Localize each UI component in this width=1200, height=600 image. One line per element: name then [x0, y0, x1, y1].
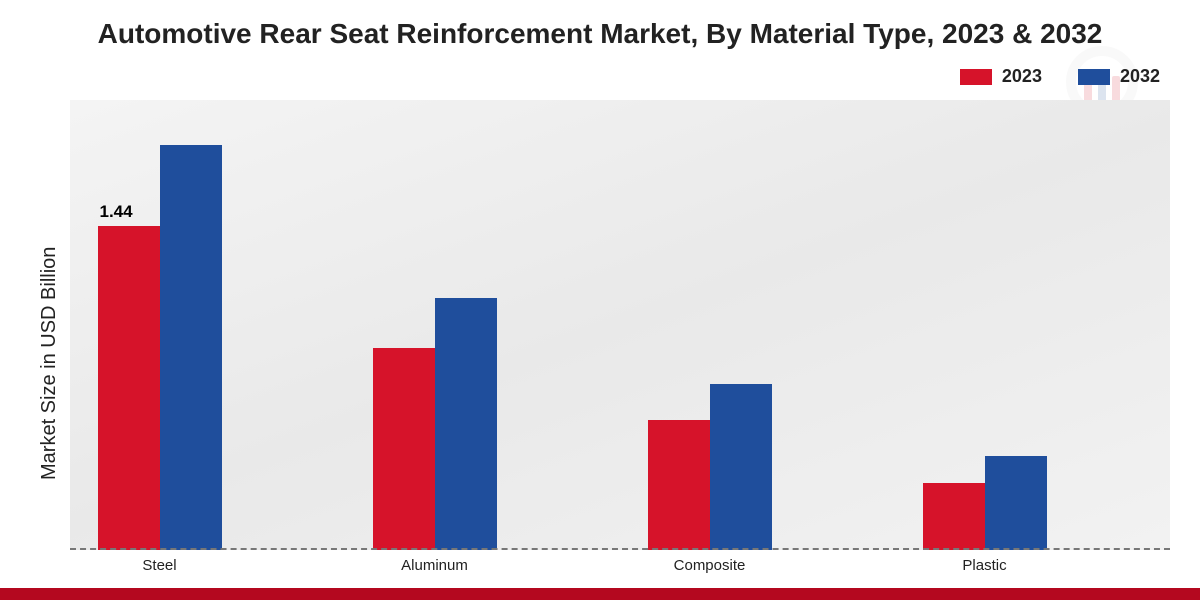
legend-swatch: [1078, 69, 1110, 85]
bar-group: Plastic: [895, 100, 1170, 550]
x-axis-category-label: Composite: [648, 557, 772, 574]
value-label: 1.44: [100, 202, 133, 222]
bar: [985, 456, 1047, 551]
x-axis-baseline: [70, 548, 1170, 550]
bar: [435, 298, 497, 550]
bar-group: Aluminum: [345, 100, 620, 550]
bar-groups: 1.44SteelAluminumCompositePlastic: [70, 100, 1170, 550]
bar: [710, 384, 772, 551]
bar: [160, 145, 222, 550]
x-axis-category-label: Plastic: [923, 557, 1047, 574]
legend-label: 2023: [1002, 66, 1042, 87]
legend-item: 2023: [960, 66, 1042, 87]
legend-swatch: [960, 69, 992, 85]
chart-frame: Automotive Rear Seat Reinforcement Marke…: [0, 0, 1200, 600]
legend-item: 2032: [1078, 66, 1160, 87]
bar: [923, 483, 985, 551]
chart-legend: 2023 2032: [960, 66, 1160, 87]
chart-title: Automotive Rear Seat Reinforcement Marke…: [0, 18, 1200, 50]
footer-bar: [0, 588, 1200, 600]
x-axis-category-label: Steel: [98, 557, 222, 574]
y-axis-label: Market Size in USD Billion: [38, 247, 61, 480]
bar: [648, 420, 710, 551]
bar: [98, 226, 160, 550]
x-axis-category-label: Aluminum: [373, 557, 497, 574]
plot-area: 1.44SteelAluminumCompositePlastic: [70, 100, 1170, 550]
bar-group: Composite: [620, 100, 895, 550]
bar-group: 1.44Steel: [70, 100, 345, 550]
legend-label: 2032: [1120, 66, 1160, 87]
bar: [373, 348, 435, 551]
